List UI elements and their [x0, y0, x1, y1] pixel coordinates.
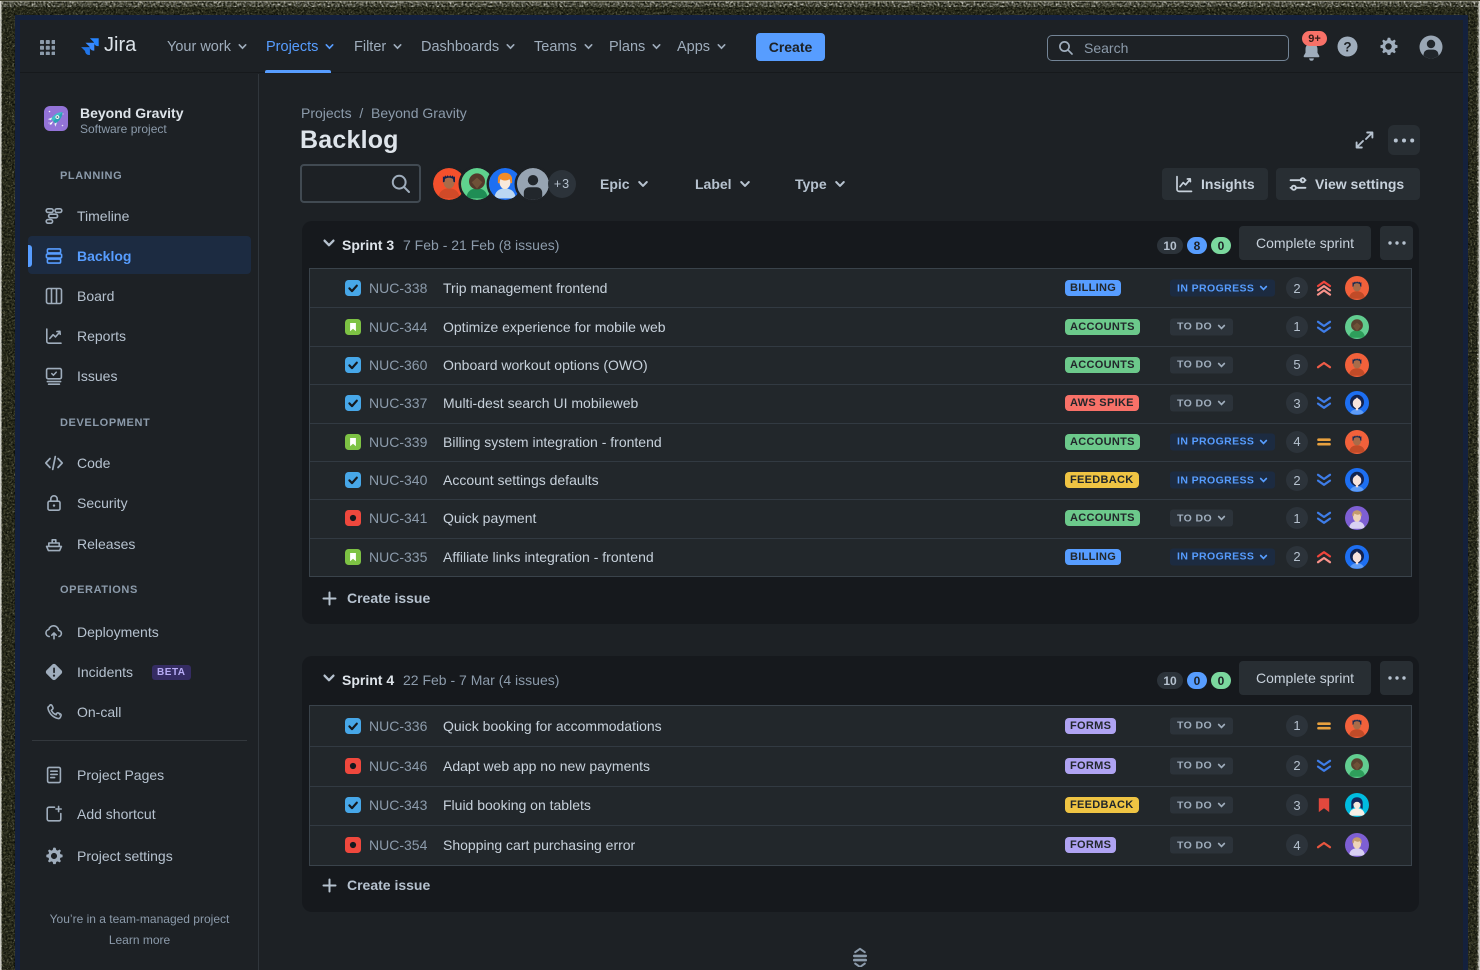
svg-text:?: ? [1343, 39, 1351, 54]
